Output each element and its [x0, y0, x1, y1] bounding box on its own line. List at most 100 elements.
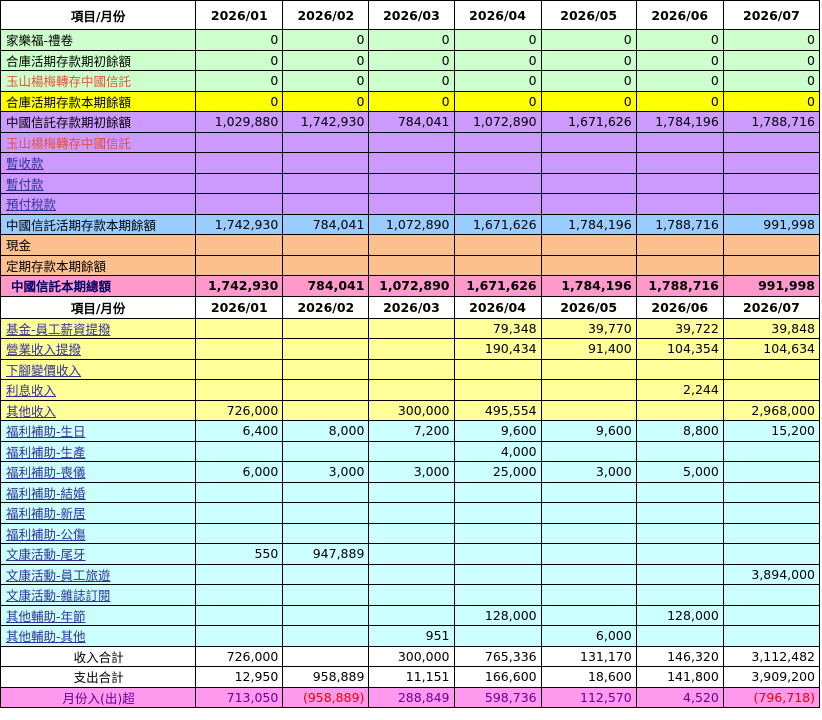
value-cell — [282, 481, 370, 503]
value-cell — [282, 379, 370, 401]
data-row: 福利補助-新居 — [0, 502, 821, 524]
row-label: 其他輔助-年節 — [0, 604, 197, 626]
value-cell — [722, 522, 821, 544]
value-cell: 25,000 — [453, 461, 542, 483]
value-cell: 0 — [635, 49, 724, 71]
value-cell — [635, 543, 724, 565]
value-cell — [195, 254, 284, 276]
value-cell — [282, 625, 370, 647]
value-cell — [282, 254, 370, 276]
value-cell: 1,784,196 — [540, 213, 637, 235]
value-cell — [635, 358, 724, 380]
data-row: 營業收入提撥 190,434 91,400 104,354 104,634 — [0, 338, 821, 360]
header-cell: 2026/03 — [368, 295, 455, 319]
value-cell: 79,348 — [453, 317, 542, 339]
value-cell — [368, 440, 455, 462]
value-cell — [722, 625, 821, 647]
value-cell — [540, 481, 637, 503]
value-cell — [195, 358, 284, 380]
data-row: 支出合計 12,950 958,889 11,151 166,600 18,600 141,… — [0, 666, 821, 688]
row-label: 福利補助-公傷 — [0, 522, 197, 544]
value-cell: 991,998 — [722, 275, 821, 297]
value-cell — [282, 502, 370, 524]
value-cell: 1,788,716 — [635, 213, 724, 235]
value-cell — [722, 254, 821, 276]
value-cell: 11,151 — [368, 666, 455, 688]
value-cell: 1,072,890 — [453, 111, 542, 133]
value-cell: 1,784,196 — [540, 275, 637, 297]
value-cell: 0 — [195, 70, 284, 92]
row-label: 現金 — [0, 234, 197, 256]
header-row: 項目/月份 2026/01 2026/02 2026/03 2026/04 2026/05… — [0, 295, 821, 319]
value-cell: 0 — [540, 49, 637, 71]
value-cell: 8,800 — [635, 420, 724, 442]
data-row: 中國信託活期存款本期餘額 1,742,930 784,041 1,072,890 1,6… — [0, 213, 821, 235]
data-row: 文康活動-雜誌訂閱 — [0, 584, 821, 606]
value-cell — [368, 254, 455, 276]
value-cell: 0 — [368, 90, 455, 112]
value-cell — [722, 379, 821, 401]
value-cell: 0 — [540, 70, 637, 92]
value-cell — [195, 522, 284, 544]
value-cell — [453, 563, 542, 585]
value-cell: 0 — [722, 29, 821, 51]
value-cell: 300,000 — [368, 645, 455, 667]
row-label: 福利補助-生日 — [0, 420, 197, 442]
value-cell — [635, 399, 724, 421]
value-cell: 598,736 — [453, 686, 542, 708]
value-cell: 3,112,482 — [722, 645, 821, 667]
value-cell — [282, 317, 370, 339]
data-row: 福利補助-公傷 — [0, 522, 821, 544]
value-cell — [540, 193, 637, 215]
value-cell — [368, 502, 455, 524]
value-cell: 0 — [635, 29, 724, 51]
value-cell — [453, 584, 542, 606]
header-cell: 2026/02 — [282, 0, 370, 30]
value-cell: 0 — [453, 90, 542, 112]
value-cell: 288,849 — [368, 686, 455, 708]
data-row: 文康活動-員工旅遊 3,894,000 — [0, 563, 821, 585]
value-cell — [540, 131, 637, 153]
value-cell: 5,000 — [635, 461, 724, 483]
value-cell — [635, 193, 724, 215]
value-cell — [368, 481, 455, 503]
value-cell — [635, 584, 724, 606]
value-cell — [635, 440, 724, 462]
data-row: 福利補助-生產 4,000 — [0, 440, 821, 462]
row-label: 玉山楊梅轉存中國信託 — [0, 70, 197, 92]
value-cell: 726,000 — [195, 645, 284, 667]
value-cell — [368, 338, 455, 360]
data-row: 福利補助-生日 6,400 8,000 7,200 9,600 9,600 8,800 15,… — [0, 420, 821, 442]
value-cell: 713,050 — [195, 686, 284, 708]
value-cell — [368, 234, 455, 256]
value-cell: 1,742,930 — [195, 213, 284, 235]
header-cell: 2026/06 — [635, 0, 724, 30]
value-cell: 1,784,196 — [635, 111, 724, 133]
value-cell: 39,848 — [722, 317, 821, 339]
data-row: 基金-員工薪資提撥 79,348 39,770 39,722 39,848 — [0, 317, 821, 339]
value-cell: 9,600 — [540, 420, 637, 442]
value-cell: 0 — [195, 29, 284, 51]
value-cell — [635, 625, 724, 647]
value-cell: 4,000 — [453, 440, 542, 462]
data-row: 下腳變價收入 — [0, 358, 821, 380]
value-cell — [282, 563, 370, 585]
value-cell: 765,336 — [453, 645, 542, 667]
value-cell — [540, 502, 637, 524]
value-cell: 131,170 — [540, 645, 637, 667]
value-cell: 0 — [368, 70, 455, 92]
value-cell — [453, 502, 542, 524]
value-cell — [722, 152, 821, 174]
value-cell — [282, 234, 370, 256]
value-cell — [368, 543, 455, 565]
value-cell: 991,998 — [722, 213, 821, 235]
value-cell — [540, 254, 637, 276]
value-cell — [453, 131, 542, 153]
header-row: 項目/月份 2026/01 2026/02 2026/03 2026/04 2026/05… — [0, 0, 821, 30]
header-cell: 2026/07 — [722, 295, 821, 319]
row-label: 福利補助-新居 — [0, 502, 197, 524]
value-cell — [282, 522, 370, 544]
data-row: 玉山楊梅轉存中國信託 — [0, 131, 821, 153]
data-row: 其他收入 726,000 300,000 495,554 2,968,000 — [0, 399, 821, 421]
